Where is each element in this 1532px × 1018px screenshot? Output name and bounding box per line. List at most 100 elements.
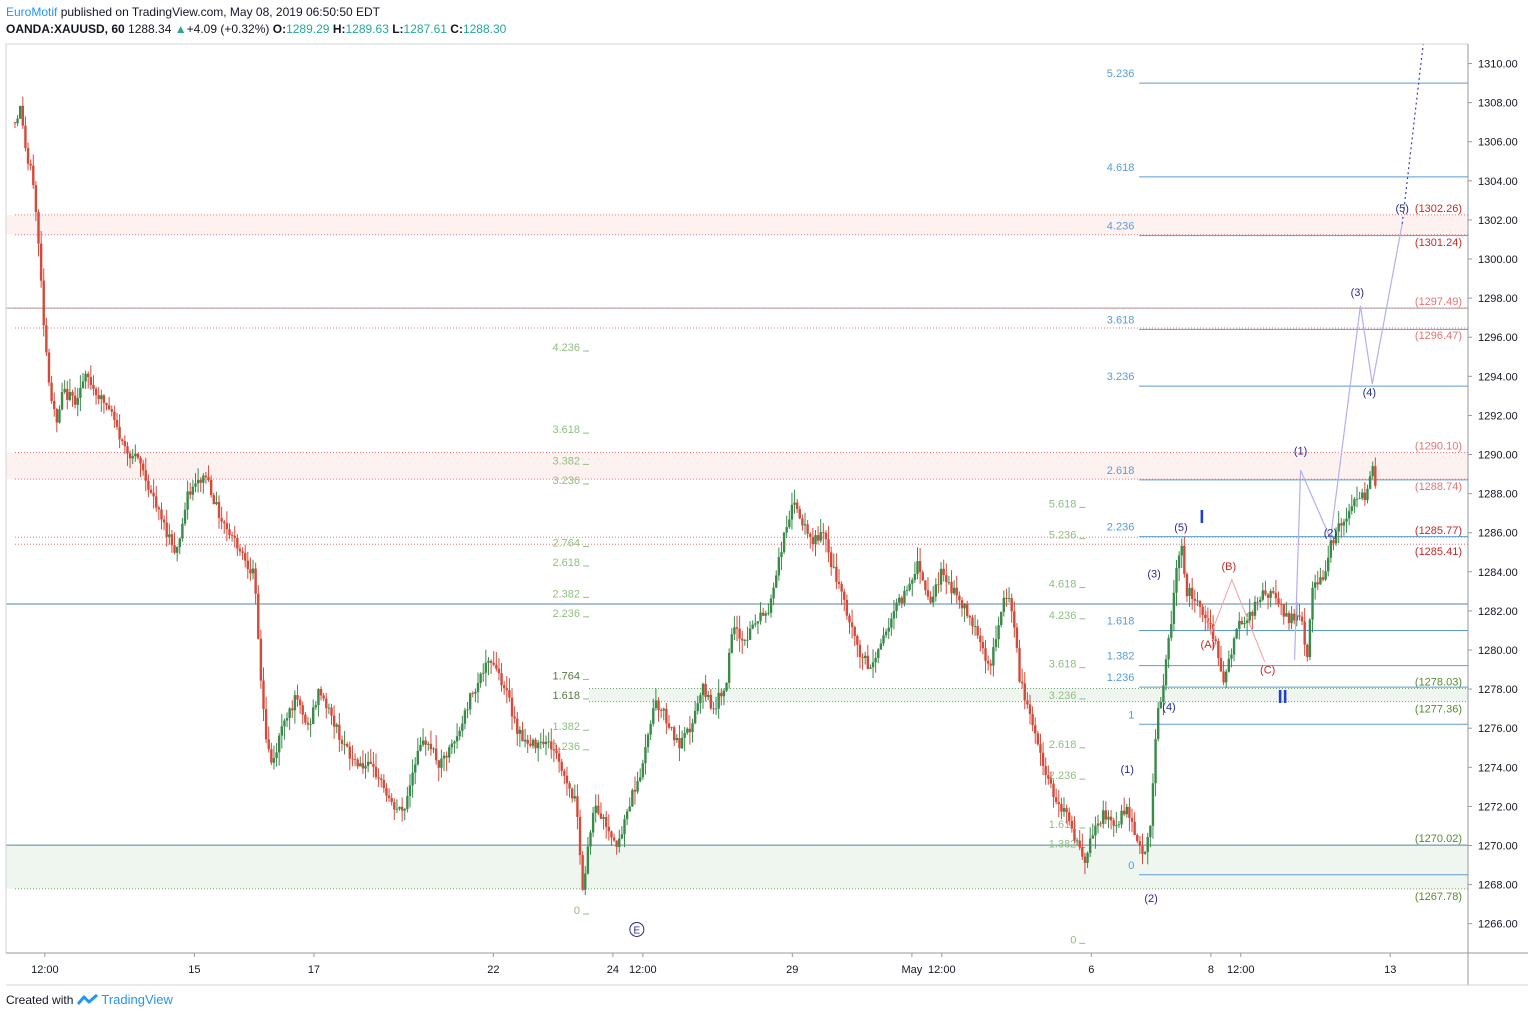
candle-body <box>1272 591 1275 593</box>
candle-body <box>942 568 945 576</box>
candle-body <box>822 532 825 533</box>
candle-body <box>882 635 885 644</box>
candle-body <box>602 817 605 819</box>
candle-body <box>714 708 718 710</box>
candle-body <box>1039 744 1042 753</box>
candle-body <box>639 777 642 782</box>
candle-body <box>764 613 767 616</box>
candle-body <box>285 718 289 721</box>
publish-line: EuroMotif published on TradingView.com, … <box>6 4 506 21</box>
author-link[interactable]: EuroMotif <box>6 5 58 19</box>
fib-green-label: 3.236 <box>553 475 581 487</box>
candle-body <box>827 539 830 553</box>
candle-body <box>1107 816 1110 820</box>
y-tick-label: 1278.00 <box>1478 684 1518 696</box>
candle-body <box>311 707 315 724</box>
candle-body <box>1204 614 1207 619</box>
candle-body <box>1007 598 1011 599</box>
candle-body <box>573 796 577 799</box>
candle-body <box>1337 523 1340 532</box>
candle-body <box>1293 613 1296 621</box>
candle-body <box>55 409 59 423</box>
candle-body <box>296 695 299 700</box>
y-tick-label: 1268.00 <box>1478 880 1518 892</box>
candle-body <box>604 817 608 827</box>
candle-body <box>228 529 231 536</box>
candle-body <box>366 761 370 766</box>
candle-body <box>238 548 242 552</box>
candle-body <box>414 764 417 773</box>
tradingview-link[interactable]: TradingView <box>101 992 173 1007</box>
candle-body <box>100 395 103 400</box>
y-tick-label: 1300.00 <box>1478 254 1518 266</box>
level-label: (1278.03) <box>1415 677 1462 689</box>
zones-layer <box>6 214 1468 889</box>
wave-label: II <box>1278 687 1288 707</box>
fib-blue-label: 3.236 <box>1107 371 1135 383</box>
candle-body <box>267 739 270 750</box>
candle-body <box>1243 623 1246 625</box>
resistance-zone <box>6 452 1468 480</box>
candle-body <box>1002 597 1006 612</box>
candle-body <box>654 700 658 709</box>
candle-body <box>29 163 32 166</box>
candle-body <box>374 766 378 778</box>
candle-body <box>673 727 676 741</box>
candle-body <box>1044 765 1047 776</box>
x-tick-label: 29 <box>786 964 798 976</box>
candle-body <box>814 535 817 545</box>
candle-body <box>709 694 713 709</box>
fib-green-label: 2.236 <box>553 608 581 620</box>
candle-body <box>531 739 535 746</box>
fib-blue-label: 5.236 <box>1107 68 1135 80</box>
symbol-label[interactable]: OANDA:XAUUSD, 60 <box>6 22 125 36</box>
candle-body <box>1366 488 1369 501</box>
candle-body <box>259 638 263 681</box>
candle-body <box>170 534 174 546</box>
candle-body <box>482 672 485 674</box>
y-tick-label: 1276.00 <box>1478 723 1518 735</box>
candle-body <box>518 729 522 734</box>
candle-body <box>994 639 998 648</box>
wave-label: (4) <box>1363 387 1376 399</box>
candle-body <box>361 763 365 769</box>
candle-body <box>382 780 386 788</box>
candle-body <box>890 618 893 628</box>
x-tick-label: May <box>902 964 923 976</box>
candle-body <box>105 402 108 406</box>
fib-green-label: 0 <box>574 905 580 917</box>
candle-body <box>877 649 880 658</box>
candle-body <box>390 797 393 803</box>
candle-body <box>628 806 631 812</box>
candle-body <box>343 743 346 745</box>
candle-body <box>816 535 820 541</box>
candle-body <box>743 640 747 641</box>
candle-body <box>1094 825 1097 836</box>
candle-body <box>1290 613 1293 624</box>
candle-body <box>34 185 38 213</box>
candle-body <box>319 688 323 696</box>
candle-body <box>53 401 56 410</box>
candle-body <box>403 809 406 811</box>
candle-body <box>1083 856 1087 863</box>
open-value: 1289.29 <box>286 22 330 36</box>
candle-body <box>945 575 948 583</box>
candle-body <box>1060 804 1063 812</box>
fib-green-label: 2.618 <box>553 557 581 569</box>
level-label: (1277.36) <box>1415 704 1462 716</box>
candle-body <box>1149 825 1152 838</box>
candles-layer <box>13 96 1377 896</box>
x-tick-label: 6 <box>1088 964 1094 976</box>
price-chart[interactable]: (1302.26) (1301.24) (1297.49) (1296.47) (129… <box>0 0 1532 990</box>
candle-body <box>659 710 663 711</box>
candle-body <box>1162 685 1165 702</box>
tradingview-logo-icon <box>77 993 99 1005</box>
fib-blue-label: 1.382 <box>1107 651 1135 663</box>
candle-body <box>1096 823 1100 826</box>
candle-body <box>68 392 72 400</box>
candle-body <box>1190 587 1194 599</box>
candle-body <box>162 519 166 523</box>
level-label: (1270.02) <box>1415 833 1462 845</box>
candle-body <box>641 763 645 778</box>
candle-body <box>121 439 124 441</box>
